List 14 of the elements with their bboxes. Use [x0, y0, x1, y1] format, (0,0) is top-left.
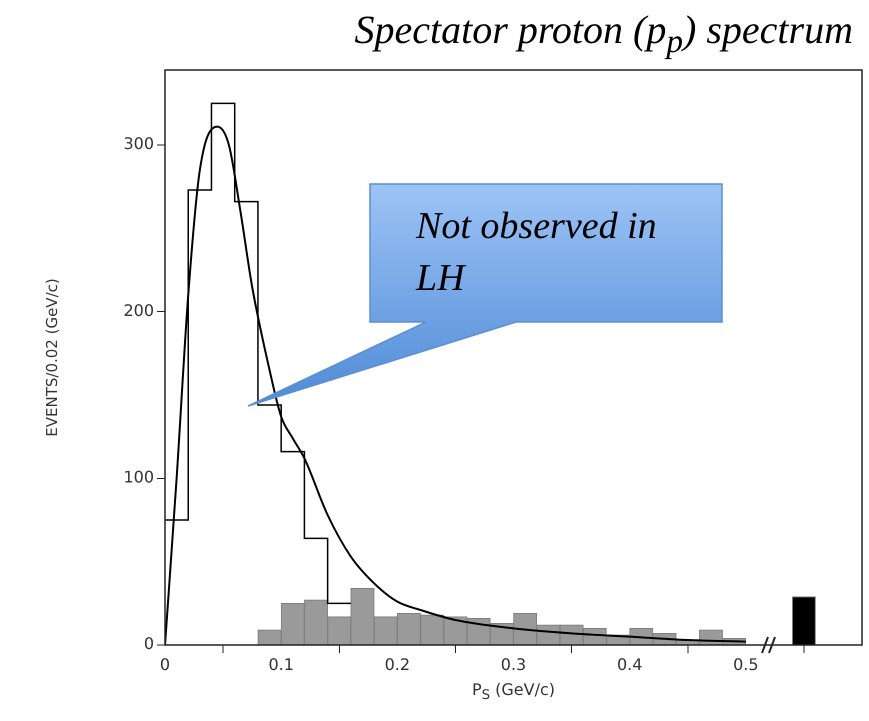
y-axis-title: EVENTS/0.02 (GeV/c): [42, 278, 61, 437]
y-tick-label: 200: [123, 300, 154, 320]
y-tick-label: 100: [123, 467, 154, 486]
chart-title: Spectator proton (p$_{p}$) spectrum: [354, 6, 853, 61]
y-tick-label: 300: [123, 134, 154, 154]
x-axis-title: P$_{S}$ (GeV/c): [470, 680, 556, 704]
x-tick-label: 0: [160, 654, 170, 674]
y-tick-label: 0: [144, 634, 154, 654]
x-tick-label: 0.5: [733, 654, 759, 674]
x-tick-label: 0.4: [616, 654, 642, 674]
annotation: Not observed in LH: [416, 204, 658, 301]
x-tick-label: 0.3: [500, 654, 526, 674]
x-tick-label: 0.1: [268, 654, 294, 674]
x-tick-label: 0.2: [384, 654, 410, 674]
